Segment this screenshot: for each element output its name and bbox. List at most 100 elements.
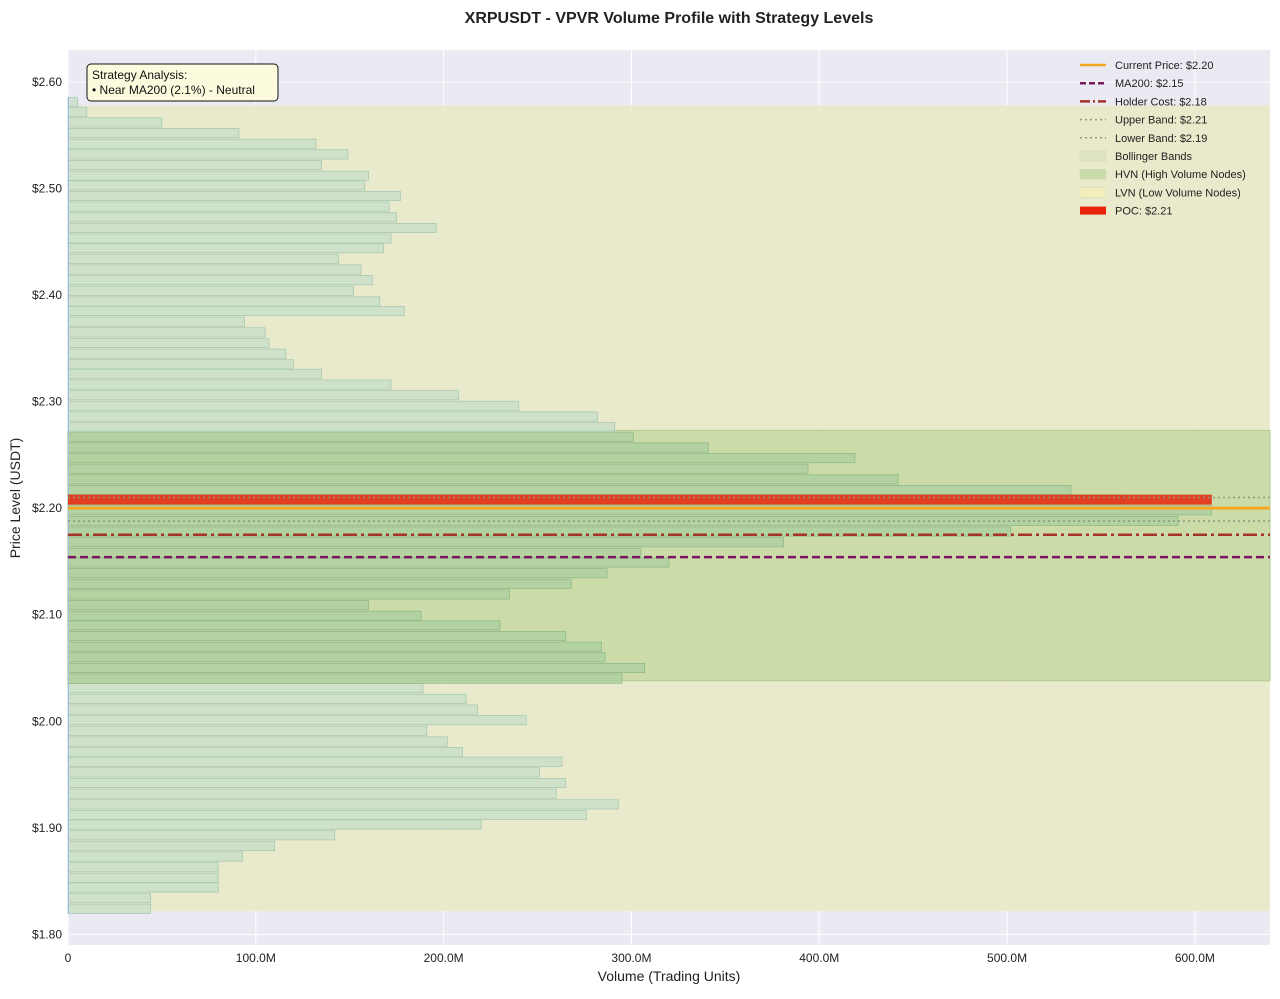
- legend-swatch-7: [1079, 187, 1107, 198]
- volume-bar-31: [67, 578, 572, 589]
- volume-bar-35: [67, 537, 784, 548]
- volume-bar-5: [67, 851, 244, 862]
- y-tick-label-6: $2.40: [32, 288, 62, 302]
- volume-bar-11: [67, 788, 557, 799]
- volume-bar-32: [67, 568, 608, 579]
- volume-bar-52: [67, 359, 294, 370]
- volume-bar-3: [67, 872, 219, 883]
- volume-bar-21: [67, 683, 424, 694]
- volume-bar-74: [67, 128, 240, 139]
- legend-label-0: Current Price: $2.20: [1115, 60, 1213, 72]
- volume-bar-68: [67, 190, 401, 201]
- legend-item-6: HVN (High Volume Nodes): [1079, 168, 1246, 181]
- volume-bar-24: [67, 652, 606, 663]
- volume-bar-40: [67, 485, 1072, 496]
- annotation-title: Strategy Analysis:: [92, 68, 187, 82]
- x-tick-label-6: 600.0M: [1175, 951, 1215, 965]
- volume-bar-42: [67, 463, 809, 474]
- annotation-line: • Near MA200 (2.1%) - Neutral: [92, 83, 255, 97]
- volume-bar-20: [67, 693, 467, 704]
- legend-label-4: Lower Band: $2.19: [1115, 133, 1207, 145]
- volume-bar-56: [67, 316, 245, 327]
- x-axis-label: Volume (Trading Units): [598, 968, 741, 984]
- volume-bar-57: [67, 306, 405, 317]
- volume-bar-76: [67, 106, 88, 117]
- volume-bar-44: [67, 442, 709, 453]
- legend-label-1: MA200: $2.15: [1115, 78, 1184, 90]
- volume-bar-73: [67, 138, 317, 149]
- volume-bar-77: [67, 97, 78, 108]
- volume-bar-12: [67, 778, 567, 789]
- volume-bar-43: [67, 453, 856, 464]
- volume-bar-13: [67, 767, 540, 778]
- y-tick-label-7: $2.50: [32, 182, 62, 196]
- annotation-box: [86, 63, 279, 102]
- volume-bar-4: [67, 862, 219, 873]
- volume-bar-17: [67, 725, 428, 736]
- volume-bar-63: [67, 243, 384, 254]
- volume-bar-0: [67, 903, 152, 914]
- plot-area: 0 100.0M 200.0M 300.0M 400.0M 500.0M 600.0M $1.…: [32, 50, 1271, 965]
- volume-bar-58: [67, 296, 381, 307]
- volume-bar-46: [67, 422, 615, 433]
- legend-label-3: Upper Band: $2.21: [1115, 115, 1207, 127]
- y-tick-label-4: $2.20: [32, 501, 62, 515]
- volume-bar-7: [67, 830, 336, 841]
- legend-label-6: HVN (High Volume Nodes): [1115, 169, 1246, 181]
- legend-item-8: POC: $2.21: [1080, 206, 1172, 218]
- volume-bar-28: [67, 610, 422, 621]
- volume-bar-50: [67, 379, 392, 390]
- legend-item-3: Upper Band: $2.21: [1080, 115, 1207, 127]
- volume-bar-71: [67, 160, 322, 171]
- volume-bar-26: [67, 630, 567, 642]
- x-tick-label-3: 300.0M: [611, 951, 651, 965]
- y-tick-label-0: $1.80: [32, 927, 62, 941]
- volume-bar-19: [67, 704, 478, 715]
- volume-bar-53: [67, 348, 287, 359]
- legend: Current Price: $2.20 MA200: $2.15 Holder C…: [1079, 60, 1246, 218]
- volume-bar-10: [67, 799, 619, 810]
- volume-bar-70: [67, 170, 369, 181]
- legend-swatch-8: [1080, 206, 1106, 215]
- volume-bar-72: [67, 149, 349, 160]
- y-tick-label-3: $2.10: [32, 608, 62, 622]
- volume-bar-66: [67, 212, 398, 223]
- volume-bar-6: [67, 840, 275, 851]
- x-tick-label-4: 400.0M: [799, 951, 839, 965]
- chart-title: XRPUSDT - VPVR Volume Profile with Strat…: [465, 10, 874, 27]
- volume-bar-59: [67, 285, 354, 296]
- y-tick-label-8: $2.60: [32, 75, 62, 89]
- volume-bar-2: [67, 882, 219, 893]
- volume-bar-9: [67, 809, 587, 821]
- legend-label-7: LVN (Low Volume Nodes): [1115, 187, 1241, 199]
- legend-label-8: POC: $2.21: [1115, 206, 1172, 218]
- volume-bar-30: [67, 589, 510, 600]
- volume-bar-75: [67, 117, 163, 128]
- volume-bar-8: [67, 819, 482, 830]
- y-tick-label-2: $2.00: [32, 714, 62, 728]
- volume-bar-48: [67, 400, 520, 411]
- volume-bar-65: [67, 222, 437, 233]
- volume-bar-23: [67, 662, 645, 673]
- legend-item-5: Bollinger Bands: [1079, 150, 1193, 163]
- volume-bar-14: [67, 756, 563, 767]
- volume-bar-47: [67, 411, 599, 422]
- legend-label-2: Holder Cost: $2.18: [1115, 96, 1207, 108]
- y-tick-label-5: $2.30: [32, 395, 62, 409]
- x-tick-label-0: 0: [65, 951, 72, 965]
- volume-bar-54: [67, 337, 270, 349]
- volume-bar-67: [67, 201, 390, 212]
- volume-bar-1: [67, 893, 152, 904]
- volume-bar-27: [67, 620, 501, 631]
- x-tick-label-5: 500.0M: [987, 951, 1027, 965]
- legend-item-2: Holder Cost: $2.18: [1080, 96, 1207, 108]
- volume-bar-51: [67, 368, 322, 379]
- volume-bar-62: [67, 253, 339, 264]
- x-tick-label-2: 200.0M: [424, 951, 464, 965]
- legend-item-4: Lower Band: $2.19: [1080, 133, 1207, 145]
- volume-bar-15: [67, 747, 463, 758]
- y-tick-label-1: $1.90: [32, 821, 62, 835]
- volume-bar-25: [67, 641, 602, 652]
